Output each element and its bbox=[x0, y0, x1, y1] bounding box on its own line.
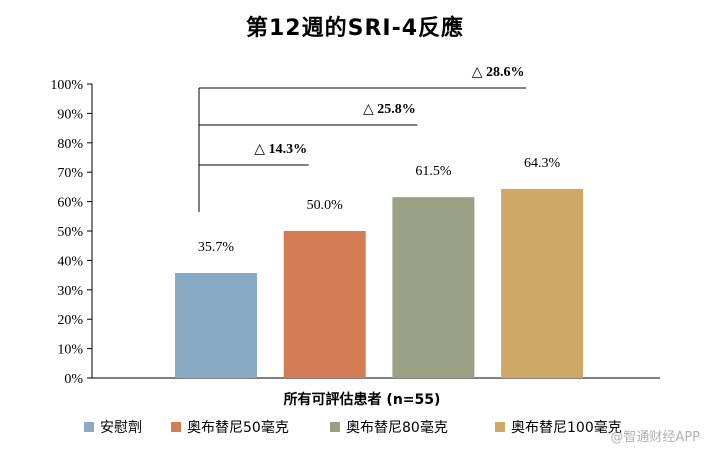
y-tick-label: 0% bbox=[64, 372, 83, 387]
x-axis-label: 所有可評估患者 (n=55) bbox=[284, 391, 441, 408]
legend-label: 安慰劑 bbox=[100, 419, 142, 436]
bar bbox=[175, 273, 257, 378]
legend: 安慰劑 奧布替尼50毫克 奧布替尼80毫克 奧布替尼100毫克 bbox=[84, 419, 622, 436]
bar-value-label: 61.5% bbox=[415, 164, 452, 179]
y-tick-label: 30% bbox=[57, 284, 83, 299]
bar-value-label: 64.3% bbox=[524, 156, 561, 171]
legend-swatch bbox=[171, 422, 181, 432]
y-tick-label: 90% bbox=[57, 107, 83, 122]
y-tick-label: 20% bbox=[57, 313, 83, 328]
legend-label: 奧布替尼50毫克 bbox=[187, 419, 289, 436]
comparison-label: △ 14.3% bbox=[254, 142, 307, 157]
comparison-label: △ 25.8% bbox=[363, 102, 416, 117]
legend-label: 奧布替尼100毫克 bbox=[511, 419, 622, 436]
y-tick-label: 40% bbox=[57, 254, 83, 269]
comparison-label: △ 28.6% bbox=[472, 65, 525, 80]
bar bbox=[501, 188, 584, 378]
chart-title: 第12週的SRI-4反應 bbox=[245, 16, 465, 41]
legend-swatch bbox=[495, 422, 505, 432]
y-tick-label: 50% bbox=[57, 225, 83, 240]
bar bbox=[392, 197, 475, 378]
y-tick-label: 80% bbox=[57, 137, 83, 152]
y-tick-label: 100% bbox=[50, 78, 83, 93]
y-tick-label: 10% bbox=[57, 343, 83, 358]
legend-swatch bbox=[84, 422, 94, 432]
legend-swatch bbox=[330, 422, 340, 432]
y-tick-label: 60% bbox=[57, 196, 83, 211]
legend-label: 奧布替尼80毫克 bbox=[346, 419, 448, 436]
watermark: @智通财经APP bbox=[610, 430, 700, 445]
bar-value-label: 35.7% bbox=[198, 240, 235, 255]
bar-value-label: 50.0% bbox=[307, 198, 344, 213]
bar bbox=[283, 231, 366, 378]
y-tick-label: 70% bbox=[57, 166, 83, 181]
